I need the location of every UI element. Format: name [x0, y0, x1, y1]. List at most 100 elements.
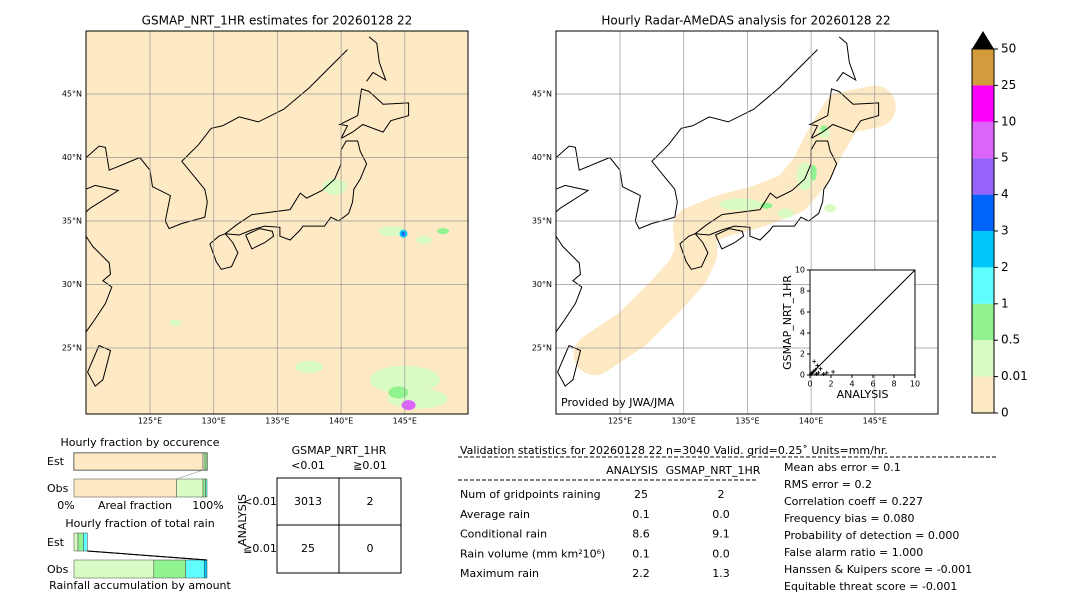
col-header: ANALYSIS [606, 464, 658, 477]
lon-label: 125°E [608, 417, 632, 426]
scatter-point [831, 369, 836, 374]
fraction-segment [176, 478, 204, 498]
stat-value: 2.2 [632, 567, 650, 580]
stat-value: 2 [718, 488, 725, 501]
colorbar-segment [972, 121, 994, 159]
axis-label: 0% [57, 499, 74, 512]
row-label: <0.01 [243, 495, 277, 508]
colorbar-segment [972, 303, 994, 341]
rain-area [295, 361, 324, 374]
stat-value: 0.0 [712, 508, 730, 521]
rain-area [824, 204, 837, 213]
scatter-point [813, 367, 818, 372]
score: Equitable threat score = -0.001 [784, 580, 957, 593]
scatter-point [818, 366, 823, 371]
row-label: Est [47, 455, 65, 468]
footer: Rainfall accumulation by amount [49, 579, 231, 592]
col-title: GSMAP_NRT_1HR [292, 444, 387, 457]
coastline [557, 345, 582, 387]
y-tick-label: 10 [795, 266, 805, 275]
lon-label: 140°E [799, 417, 823, 426]
colorbar-segment [972, 376, 994, 413]
coastline [366, 36, 387, 82]
fraction-segment [73, 452, 204, 471]
colorbar-label: 2 [1001, 260, 1009, 274]
stat-label: Conditional rain [460, 528, 547, 541]
scatter-point [811, 369, 816, 374]
lat-label: 25°N [62, 344, 82, 353]
y-axis-label: GSMAP_NRT_1HR [781, 275, 794, 370]
y-tick-label: 4 [800, 329, 805, 338]
left-map-title: GSMAP_NRT_1HR estimates for 20260128 22 [142, 14, 413, 28]
map-background [86, 31, 468, 414]
coastline [609, 49, 818, 230]
table-cell: 0 [367, 542, 374, 555]
row-title: ANALYSIS [236, 494, 249, 546]
lat-label: 25°N [532, 344, 552, 353]
coastline [86, 145, 140, 333]
colorbar-label: 25 [1001, 78, 1016, 92]
fraction-segment [73, 478, 177, 498]
scatter-point [824, 370, 829, 375]
stat-label: Rain volume (mm km²10⁶) [460, 547, 605, 560]
coastline [139, 49, 348, 230]
y-tick-label: 8 [800, 287, 805, 296]
fraction-segment [83, 532, 88, 552]
coastline [209, 233, 239, 270]
lat-label: 40°N [532, 153, 552, 162]
fraction-segment [77, 532, 84, 552]
fraction-segment [202, 478, 206, 498]
coastline [808, 88, 880, 139]
lon-label: 130°E [672, 417, 696, 426]
colorbar-label: 5 [1001, 151, 1009, 165]
fraction-segment [202, 452, 206, 471]
colorbar-segment [972, 340, 994, 377]
rain-area [415, 236, 432, 245]
fraction-segment [204, 452, 208, 471]
stat-value: 0.1 [632, 547, 650, 560]
colorbar-segment [972, 158, 994, 195]
lat-label: 45°N [532, 90, 552, 99]
map [86, 31, 468, 414]
lat-label: 35°N [62, 217, 82, 226]
lon-label: 145°E [863, 417, 887, 426]
lat-label: 35°N [532, 217, 552, 226]
fraction-segment [185, 559, 205, 579]
table-cell: 2 [367, 495, 374, 508]
axis-label: 100% [192, 499, 223, 512]
fraction-segment [73, 532, 79, 552]
scatter-point [812, 359, 817, 364]
stat-label: Num of gridpoints raining [460, 488, 601, 501]
colorbar-label: 0 [1001, 406, 1009, 420]
col-label: <0.01 [291, 459, 325, 472]
axis-label: Areal fraction [98, 499, 172, 512]
analysis-area [573, 85, 896, 376]
lon-label: 125°E [138, 417, 162, 426]
colorbar-label: 0.5 [1001, 333, 1020, 347]
stat-label: Average rain [460, 508, 530, 521]
stat-value: 25 [634, 488, 648, 501]
coastline [556, 145, 610, 333]
coastline [245, 228, 275, 250]
lat-label: 40°N [62, 153, 82, 162]
score: RMS error = 0.2 [784, 478, 872, 491]
rain-area [777, 208, 794, 219]
colorbar-label: 0.01 [1001, 369, 1028, 383]
y-tick-label: 6 [800, 308, 805, 317]
score: Hanssen & Kuipers score = -0.001 [784, 563, 972, 576]
scatter-point [814, 371, 819, 376]
lon-label: 135°E [265, 417, 289, 426]
coastline [224, 140, 368, 241]
row-label: Obs [47, 563, 69, 576]
colorbar-segment [972, 85, 994, 122]
lon-label: 145°E [393, 417, 417, 426]
x-tick-label: 8 [891, 380, 896, 389]
score: Mean abs error = 0.1 [784, 461, 901, 474]
y-tick-label: 0 [800, 371, 805, 380]
rain-area [378, 226, 407, 237]
rain-area [719, 198, 764, 211]
rain-area [169, 319, 182, 326]
scatter-point [815, 363, 820, 368]
